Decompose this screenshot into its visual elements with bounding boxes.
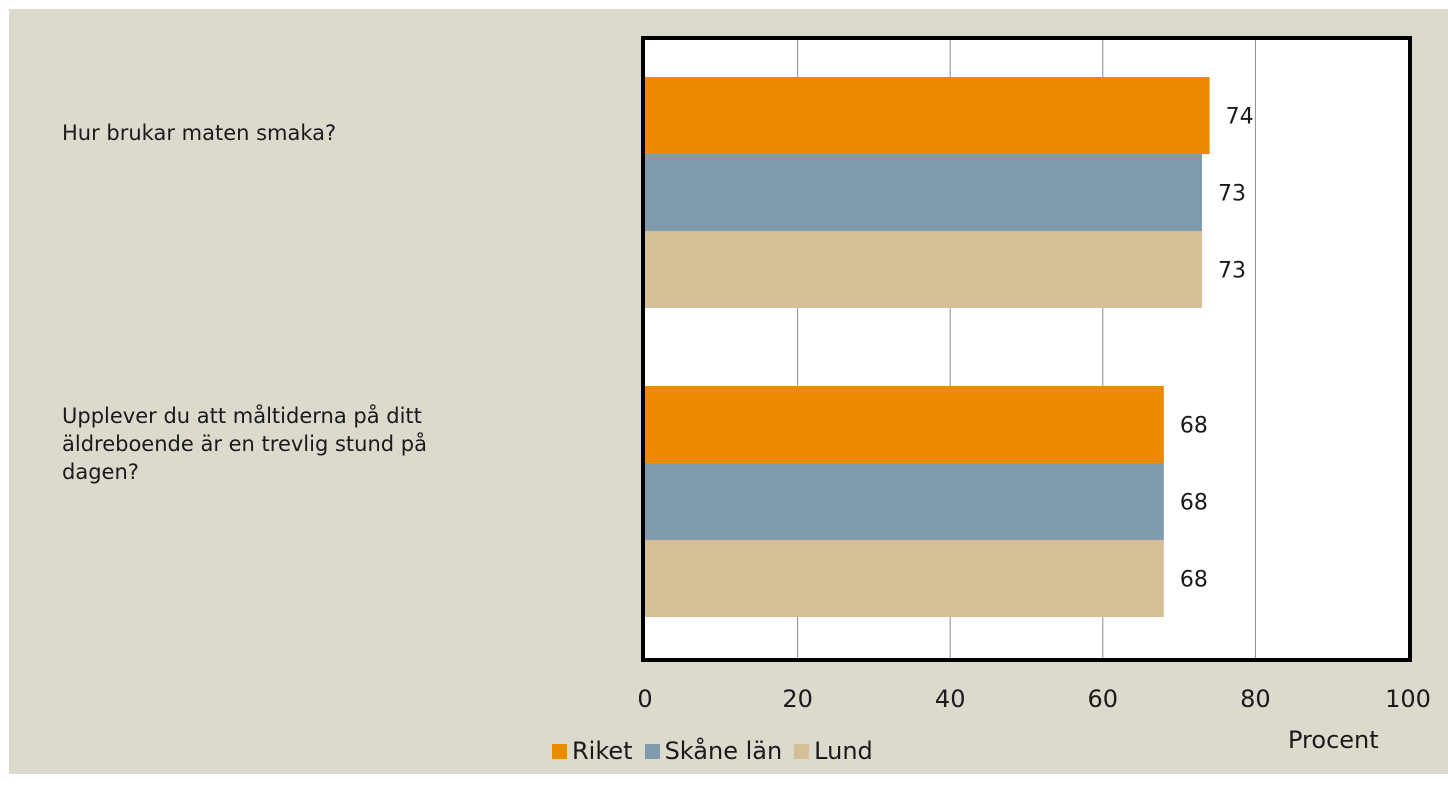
bar: [645, 463, 1164, 540]
x-tick-label: 80: [1240, 685, 1271, 713]
x-tick-label: 40: [935, 685, 966, 713]
legend-item-riket: Riket: [552, 737, 633, 765]
bar: [645, 386, 1164, 463]
data-label: 68: [1180, 568, 1208, 593]
plot-border: [641, 36, 1412, 662]
data-label: 73: [1218, 182, 1246, 207]
data-label: 74: [1226, 105, 1254, 130]
bar: [645, 540, 1164, 617]
legend-swatch-lund: [794, 743, 810, 759]
x-tick-label: 20: [782, 685, 813, 713]
data-label: 68: [1180, 414, 1208, 439]
x-tick-label: 60: [1088, 685, 1119, 713]
bar: [645, 154, 1202, 231]
x-tick-label: 0: [637, 685, 652, 713]
legend-item-skane: Skåne län: [644, 737, 783, 765]
bar: [645, 77, 1210, 154]
legend-label-lund: Lund: [814, 737, 873, 765]
legend-item-lund: Lund: [794, 737, 873, 765]
category-label-mealtime: Upplever du att måltiderna på ditt äldre…: [62, 404, 427, 484]
category-label-taste: Hur brukar maten smaka?: [62, 121, 337, 145]
x-tick-label: 100: [1385, 685, 1431, 713]
legend-label-skane: Skåne län: [664, 737, 783, 765]
legend-swatch-riket: [552, 743, 567, 759]
data-label: 73: [1218, 259, 1246, 284]
legend-swatch-skane: [644, 743, 660, 759]
legend: Riket Skåne län Lund: [552, 736, 885, 766]
data-label: 68: [1180, 491, 1208, 516]
legend-label-riket: Riket: [572, 737, 633, 765]
bar: [645, 231, 1202, 308]
x-axis-label: Procent: [1288, 726, 1379, 754]
